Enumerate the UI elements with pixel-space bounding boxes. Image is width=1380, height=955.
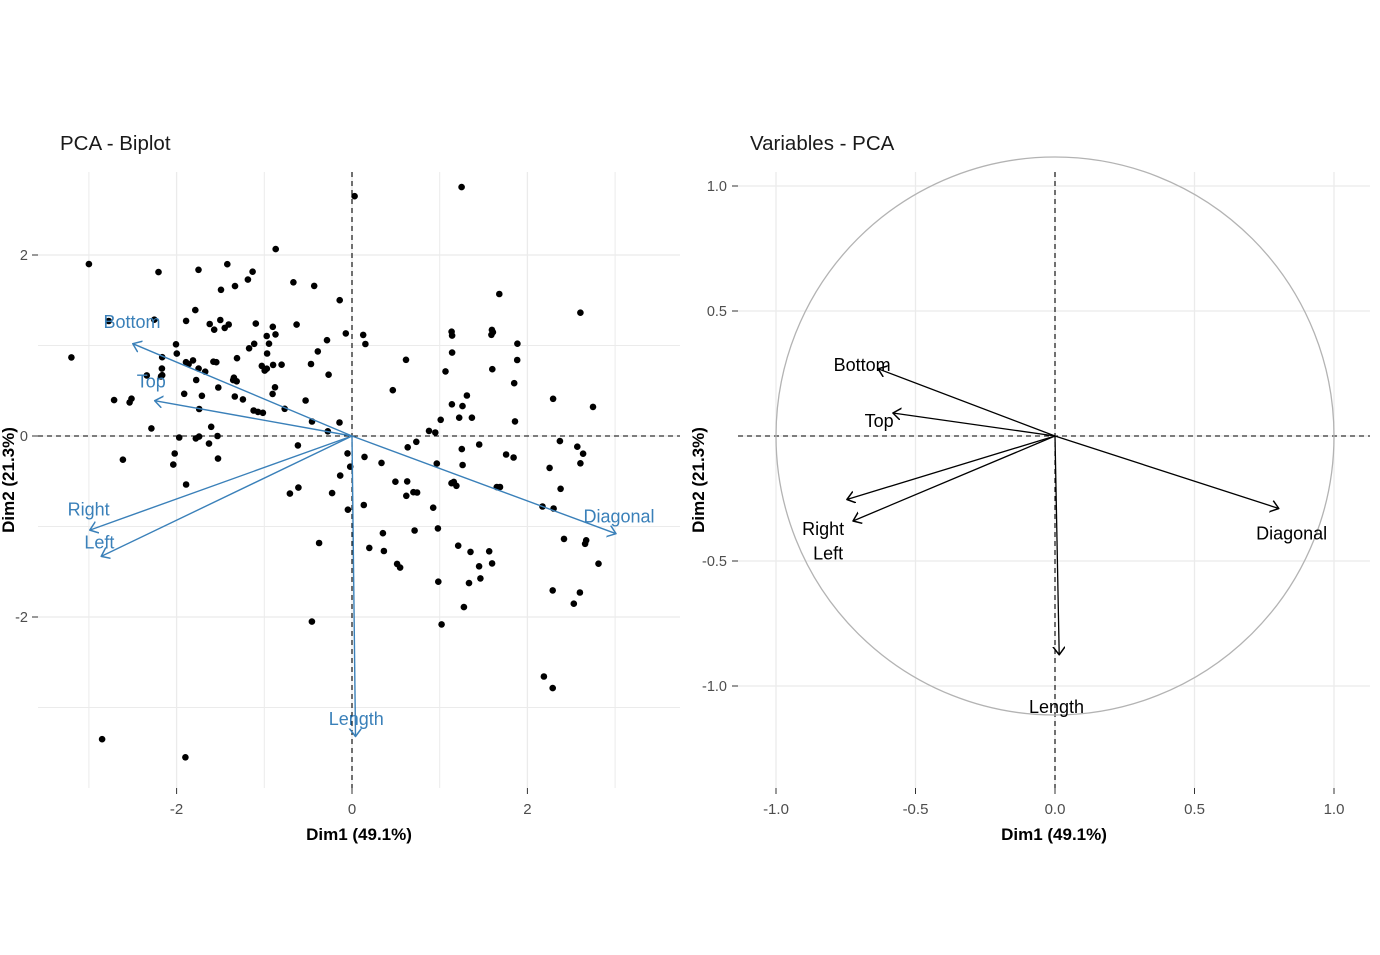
svg-text:Dim2 (21.3%): Dim2 (21.3%) xyxy=(0,427,18,533)
svg-text:2: 2 xyxy=(20,248,28,264)
svg-text:-1.0: -1.0 xyxy=(702,679,727,695)
svg-text:Top: Top xyxy=(865,411,894,431)
svg-text:Dim1 (49.1%): Dim1 (49.1%) xyxy=(1001,825,1107,844)
svg-text:Bottom: Bottom xyxy=(104,312,161,332)
svg-text:-2: -2 xyxy=(15,610,28,626)
svg-text:1.0: 1.0 xyxy=(707,179,727,195)
svg-text:2: 2 xyxy=(523,801,531,818)
svg-text:Diagonal: Diagonal xyxy=(1256,524,1327,544)
svg-text:-0.5: -0.5 xyxy=(903,801,929,818)
svg-text:-1.0: -1.0 xyxy=(763,801,789,818)
svg-text:Left: Left xyxy=(84,533,114,553)
svg-text:Right: Right xyxy=(802,519,844,539)
svg-text:PCA - Biplot: PCA - Biplot xyxy=(60,132,171,155)
svg-text:0: 0 xyxy=(348,801,356,818)
svg-text:Bottom: Bottom xyxy=(834,355,891,375)
svg-text:Length: Length xyxy=(329,709,384,729)
svg-text:0.5: 0.5 xyxy=(1184,801,1205,818)
svg-text:-2: -2 xyxy=(170,801,183,818)
svg-text:0.0: 0.0 xyxy=(1045,801,1066,818)
svg-text:Right: Right xyxy=(68,500,110,520)
svg-text:Length: Length xyxy=(1029,697,1084,717)
svg-text:0: 0 xyxy=(20,429,28,445)
svg-text:Left: Left xyxy=(813,544,843,564)
svg-text:Diagonal: Diagonal xyxy=(584,507,655,527)
svg-text:-0.5: -0.5 xyxy=(702,554,727,570)
svg-text:Dim2 (21.3%): Dim2 (21.3%) xyxy=(690,427,708,533)
svg-text:0.5: 0.5 xyxy=(707,304,727,320)
svg-text:Variables - PCA: Variables - PCA xyxy=(750,132,895,155)
svg-text:1.0: 1.0 xyxy=(1324,801,1345,818)
svg-text:Top: Top xyxy=(137,372,166,392)
svg-text:Dim1 (49.1%): Dim1 (49.1%) xyxy=(306,825,412,844)
